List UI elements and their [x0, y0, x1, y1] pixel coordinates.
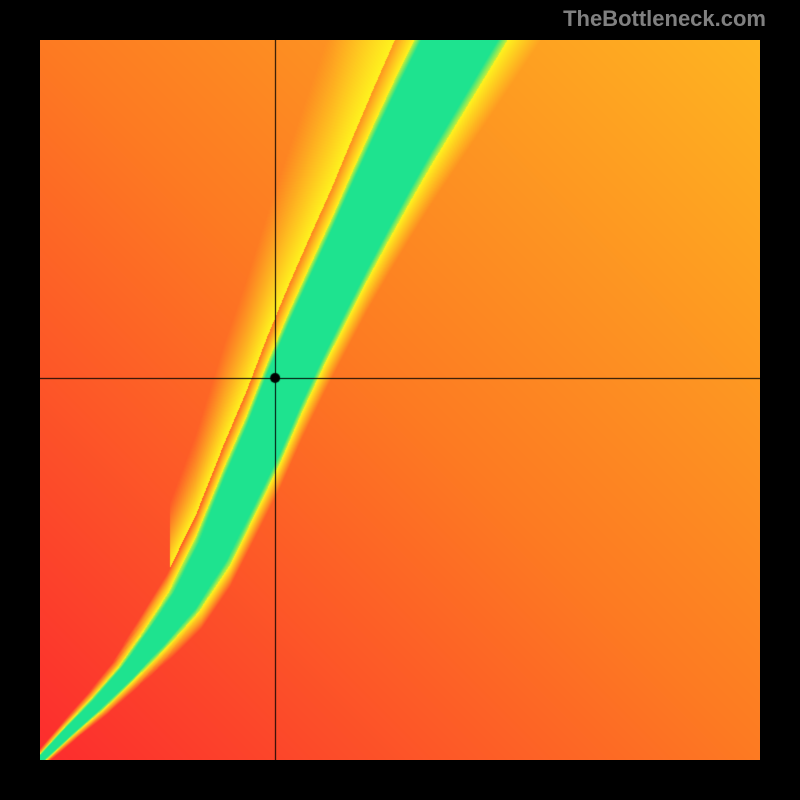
- watermark-label: TheBottleneck.com: [563, 6, 766, 32]
- bottleneck-heatmap: [40, 40, 760, 760]
